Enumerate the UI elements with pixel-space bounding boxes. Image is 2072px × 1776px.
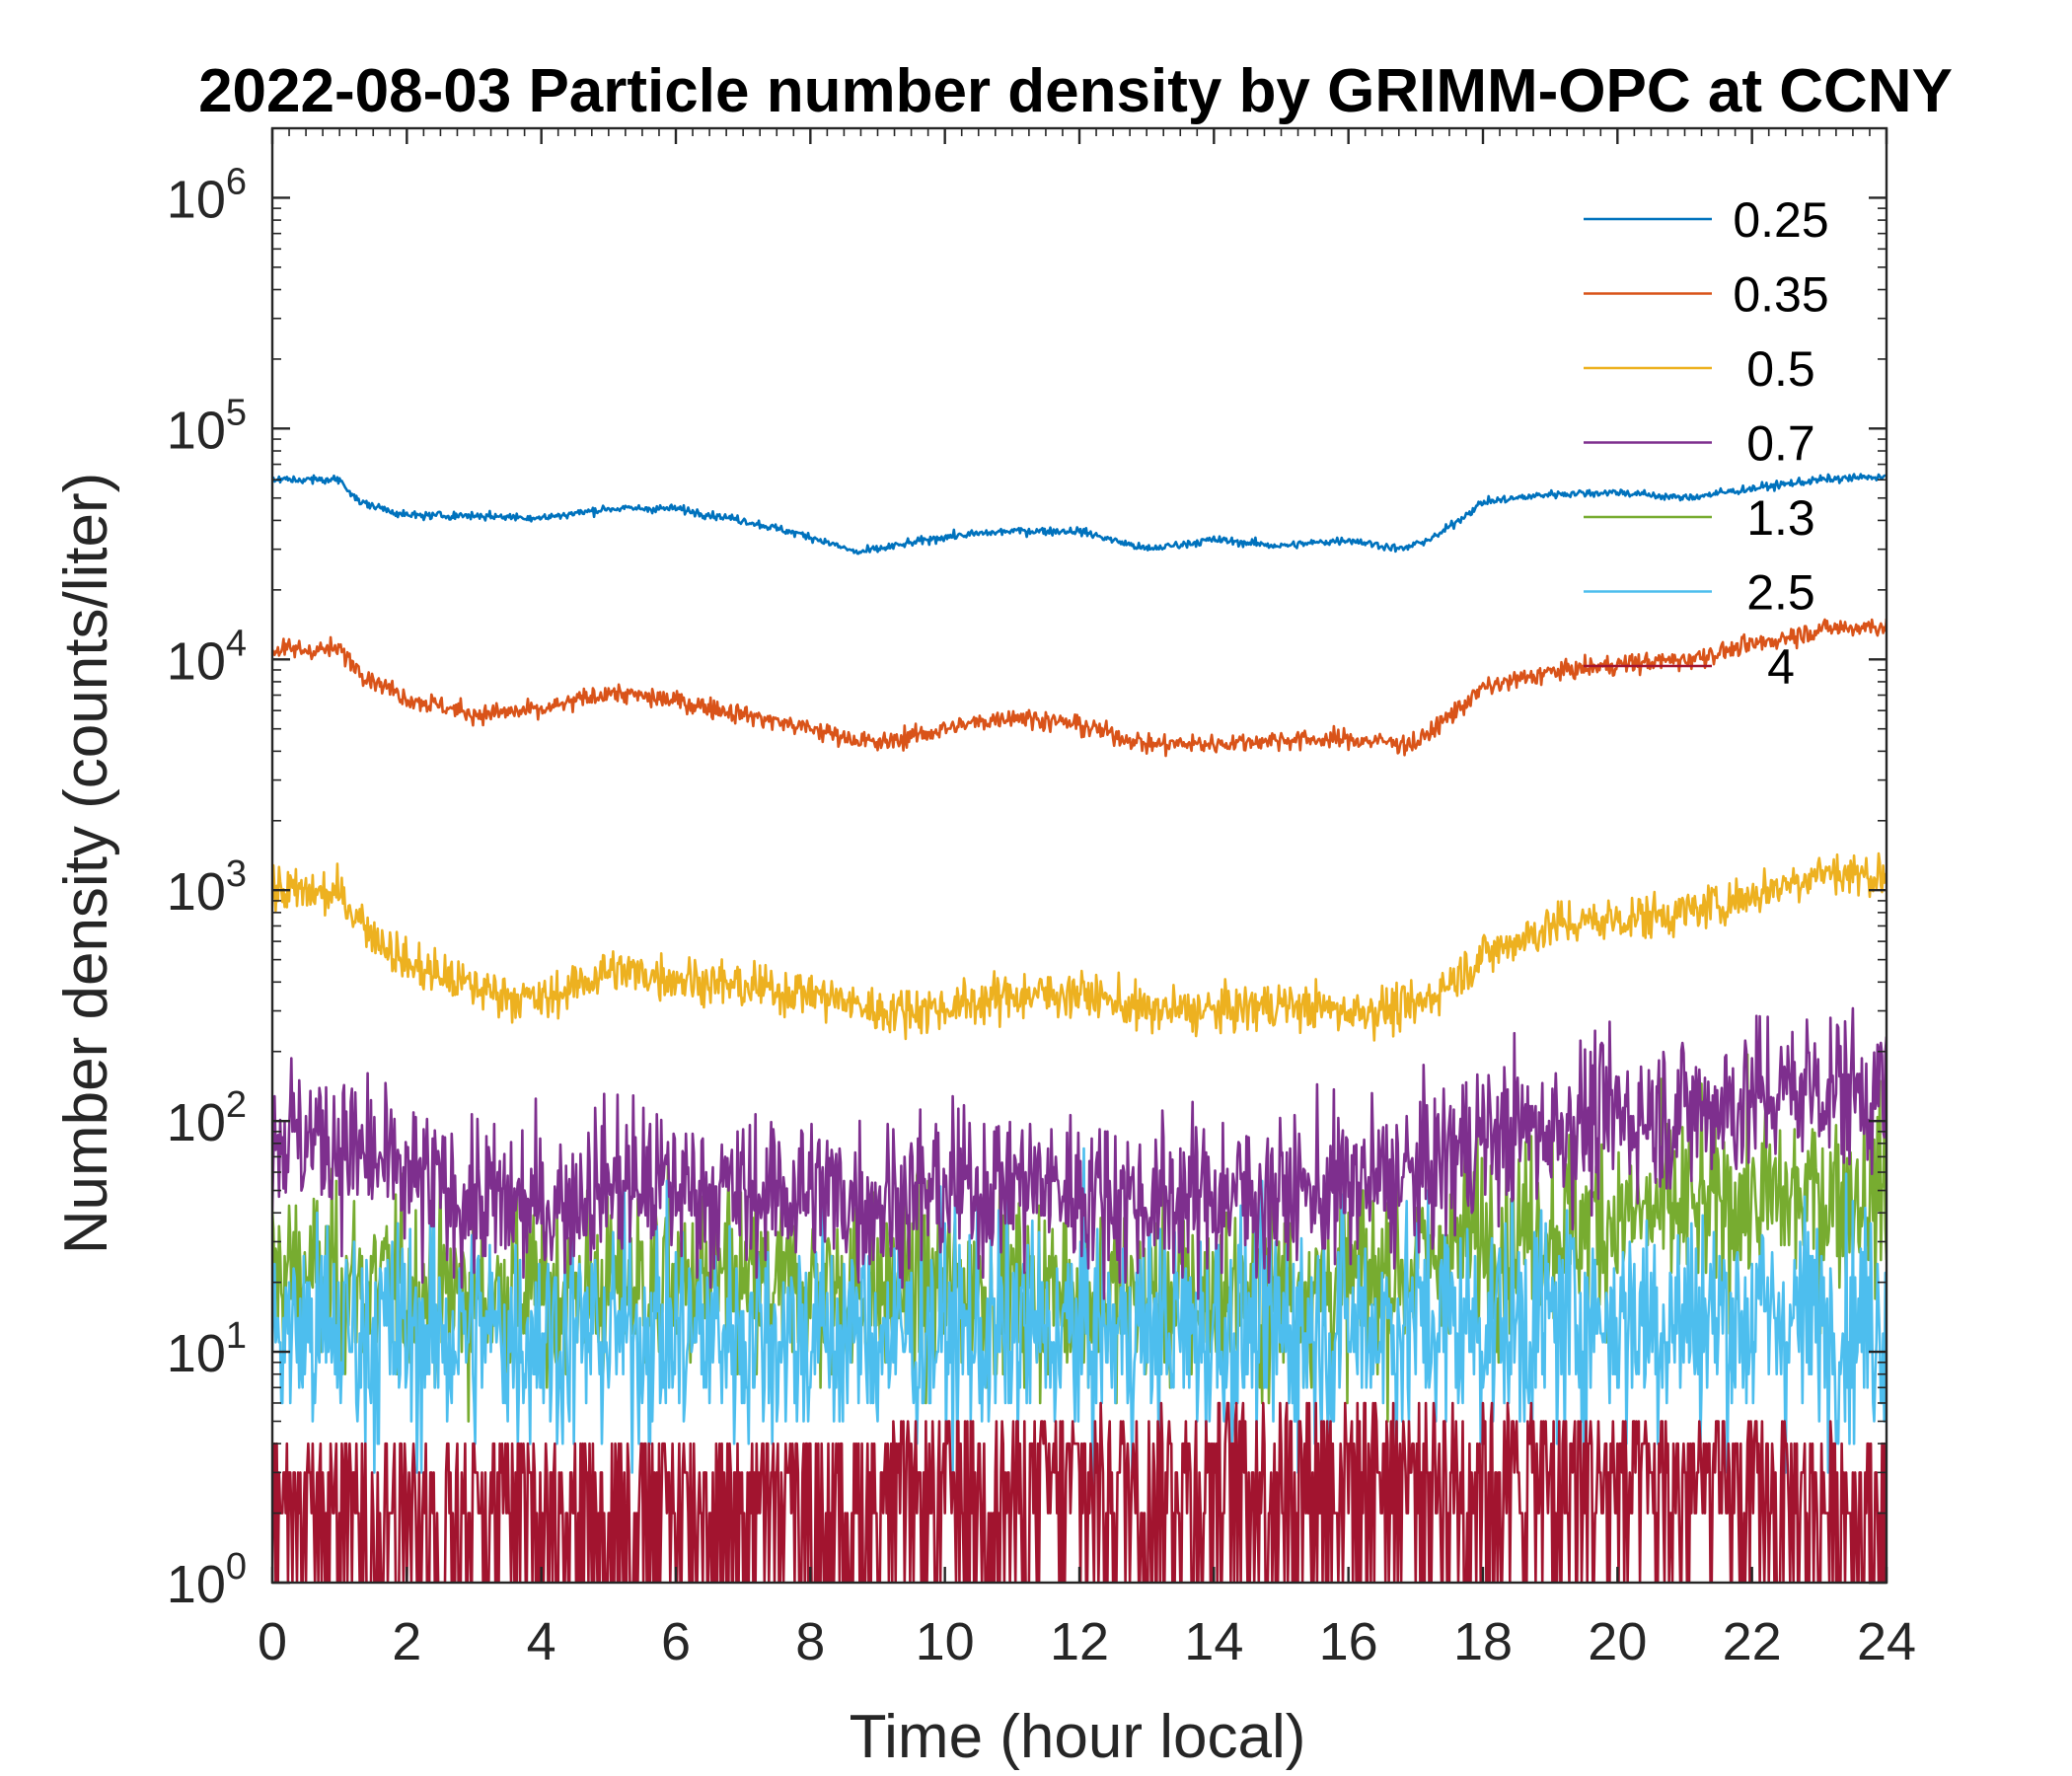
- y-tick-label: 100: [167, 1546, 247, 1614]
- y-tick-label: 103: [167, 853, 247, 922]
- series-layer: [272, 473, 1887, 1583]
- x-tick-label: 12: [1050, 1612, 1109, 1671]
- x-tick-label: 18: [1453, 1612, 1513, 1671]
- x-tick-label: 20: [1588, 1612, 1647, 1671]
- x-tick-label: 16: [1319, 1612, 1378, 1671]
- y-tick-label: 106: [167, 161, 247, 229]
- y-tick-label: 104: [167, 623, 247, 691]
- series-line-0-35: [272, 618, 1887, 758]
- chart-title: 2022-08-03 Particle number density by GR…: [198, 57, 1953, 125]
- x-tick-label: 22: [1723, 1612, 1782, 1671]
- legend-label-4: 4: [1767, 639, 1795, 695]
- x-tick-label: 6: [661, 1612, 691, 1671]
- y-tick-label: 102: [167, 1084, 247, 1152]
- legend: 0.25 0.35 0.5 0.7 1.3 2.5 4: [1584, 192, 1829, 695]
- x-tick-label: 2: [392, 1612, 421, 1671]
- x-tick-label: 8: [795, 1612, 825, 1671]
- y-tick-label: 101: [167, 1315, 247, 1383]
- legend-label-1-3: 1.3: [1746, 490, 1815, 546]
- legend-label-2-5: 2.5: [1746, 565, 1815, 621]
- x-axis-label: Time (hour local): [850, 1703, 1306, 1771]
- x-tick-label: 4: [527, 1612, 556, 1671]
- x-tick-label: 14: [1184, 1612, 1243, 1671]
- legend-label-0-35: 0.35: [1733, 267, 1828, 323]
- y-axis-label: Number density (counts/liter): [52, 473, 120, 1255]
- x-tick-label: 0: [258, 1612, 287, 1671]
- series-line-0-25: [272, 473, 1887, 555]
- x-tick-label: 10: [916, 1612, 975, 1671]
- series-line-2-5: [272, 1147, 1887, 1515]
- series-line-0-7: [272, 1006, 1887, 1300]
- legend-label-0-25: 0.25: [1733, 192, 1828, 248]
- y-tick-label: 105: [167, 392, 247, 460]
- axes: 0 2 4 6 8 10 12 14 16 18 20 22 241001011021031041051…: [167, 126, 1916, 1671]
- legend-label-0-7: 0.7: [1746, 416, 1815, 472]
- series-line-4: [272, 1401, 1887, 1583]
- x-tick-label: 24: [1857, 1612, 1916, 1671]
- legend-label-0-5: 0.5: [1746, 341, 1815, 397]
- series-line-0-5: [272, 851, 1887, 1042]
